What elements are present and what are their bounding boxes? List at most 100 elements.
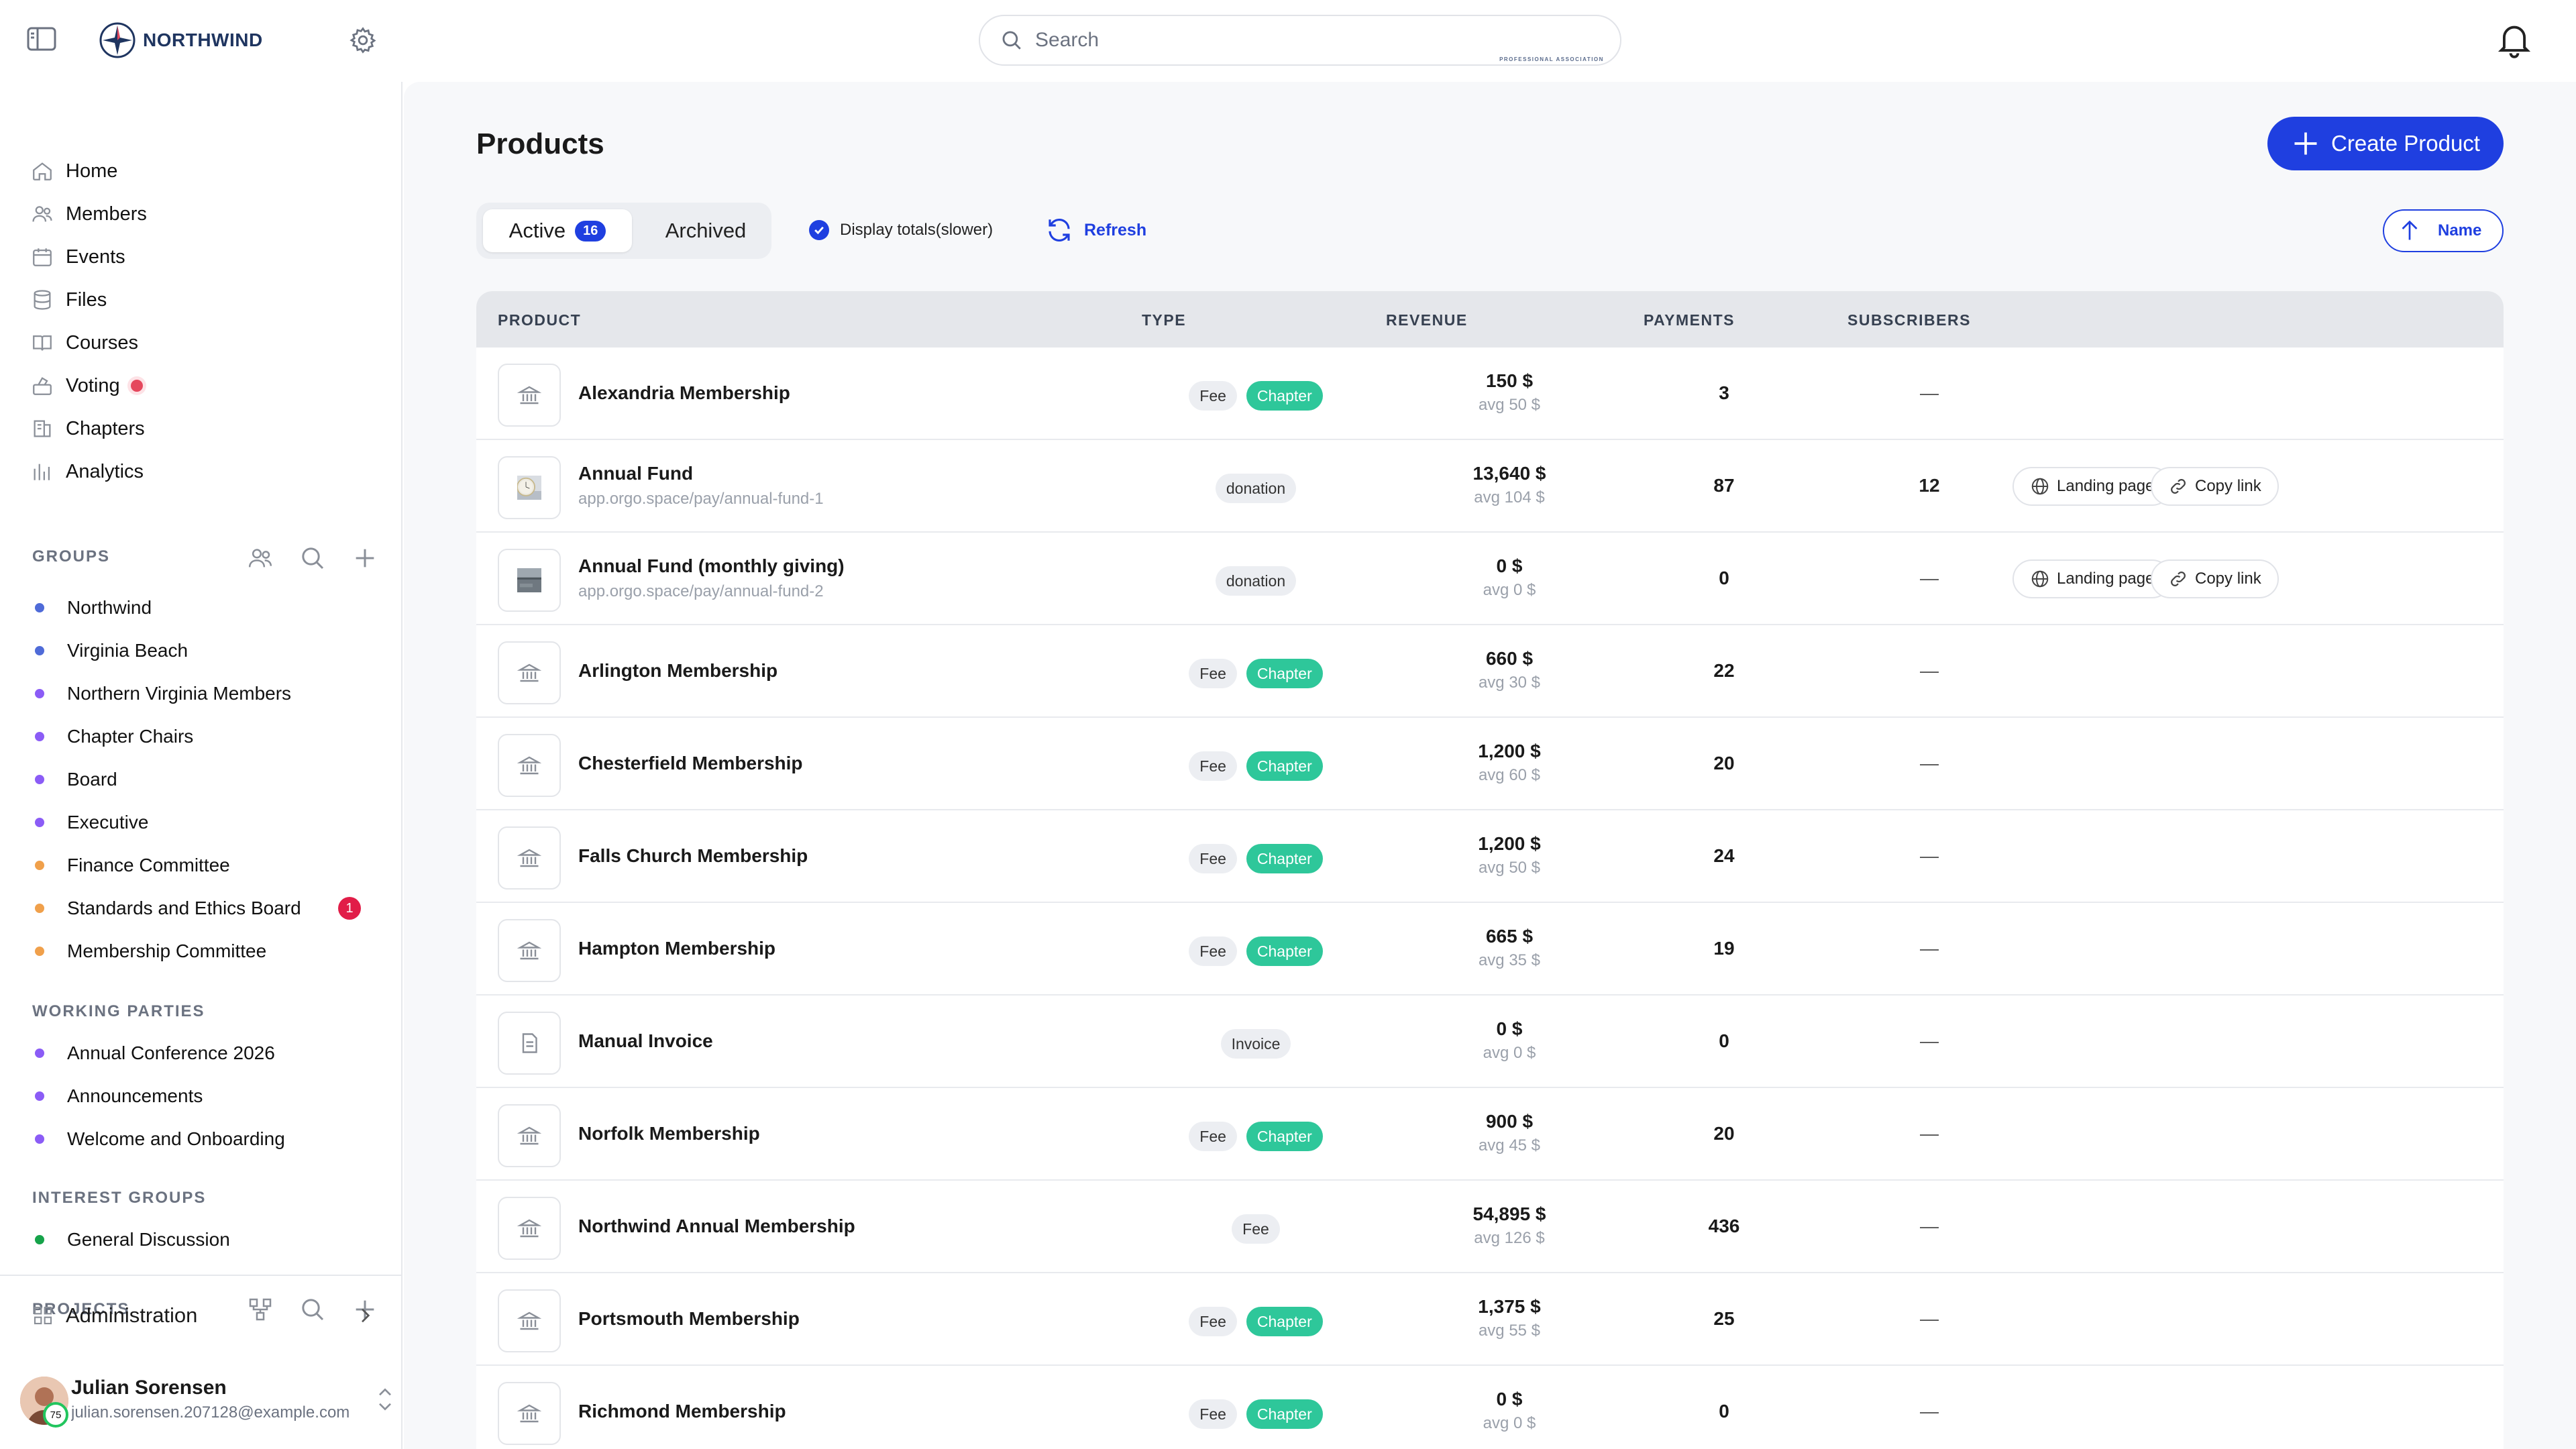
main-content: Products Create Product Active 16 Archiv… [404,82,2576,1449]
product-name[interactable]: Annual Fund [578,463,694,484]
sort-by-name-button[interactable]: Name [2383,209,2504,252]
landing-page-label: Landing page [2057,477,2155,495]
sidebar-group-item[interactable]: Standards and Ethics Board 1 [35,894,384,923]
product-name[interactable]: Portsmouth Membership [578,1308,800,1329]
product-thumbnail [498,364,561,427]
sidebar-group-item[interactable]: Annual Conference 2026 [35,1038,384,1068]
table-row[interactable]: Alexandria Membership Fee Chapter 150 $ avg … [476,347,2504,440]
table-row[interactable]: Northwind Annual Membership Fee 54,895 $ av… [476,1181,2504,1273]
nav-item-events[interactable]: Events [31,240,125,274]
product-name[interactable]: Northwind Annual Membership [578,1216,855,1236]
bank-icon [517,1311,541,1330]
sidebar-toggle-icon[interactable] [27,27,56,51]
product-thumbnail [498,826,561,890]
plus-icon[interactable] [352,545,378,572]
hierarchy-icon[interactable] [247,1296,274,1323]
revenue-cell: 13,640 $ avg 104 $ [1409,463,1610,507]
type-tags: Fee Chapter [1169,659,1343,688]
bell-icon[interactable] [2497,21,2532,59]
refresh-button[interactable]: Refresh [1045,216,1146,244]
nav-item-home[interactable]: Home [31,154,117,188]
sidebar-group-item[interactable]: Announcements [35,1081,384,1111]
group-color-dot [35,646,44,655]
chevron-updown-icon[interactable] [374,1383,396,1415]
sidebar-group-item[interactable]: Virginia Beach [35,636,384,665]
table-row[interactable]: Norfolk Membership Fee Chapter 900 $ avg 45 … [476,1088,2504,1181]
sidebar-group-item[interactable]: Executive [35,808,384,837]
col-payments[interactable]: PAYMENTS [1644,311,1735,329]
search-input[interactable] [1035,29,1572,52]
nav-item-chapters[interactable]: Chapters [31,412,145,445]
table-row[interactable]: Manual Invoice Invoice 0 $ avg 0 $ 0 — [476,996,2504,1088]
product-url[interactable]: app.orgo.space/pay/annual-fund-1 [578,490,824,508]
brand-logo[interactable]: NORTHWIND PROFESSIONAL ASSOCIATION [99,21,1603,62]
subscribers-count: — [1920,1030,1939,1051]
product-name[interactable]: Manual Invoice [578,1030,713,1051]
table-row[interactable]: Portsmouth Membership Fee Chapter 1,375 $ av… [476,1273,2504,1366]
group-members-icon[interactable] [247,545,274,572]
copy-link-button[interactable]: Copy link [2151,559,2279,598]
type-tag: Chapter [1246,659,1323,688]
table-row[interactable]: Annual Fund app.orgo.space/pay/annual-fun… [476,440,2504,533]
sidebar-group-item[interactable]: Membership Committee [35,936,384,966]
nav-item-voting[interactable]: Voting [31,369,143,402]
sidebar-group-item[interactable]: Northern Virginia Members [35,679,384,708]
col-subscribers[interactable]: SUBSCRIBERS [1847,311,1971,329]
search-icon[interactable] [299,1296,326,1323]
revenue-average: avg 0 $ [1483,581,1536,599]
payments-count: 0 [1719,1401,1729,1421]
database-icon [34,290,51,310]
table-row[interactable]: Arlington Membership Fee Chapter 660 $ avg 3… [476,625,2504,718]
gear-icon[interactable] [348,25,378,55]
revenue-amount: 13,640 $ [1472,463,1546,484]
col-revenue[interactable]: REVENUE [1386,311,1468,329]
landing-page-button[interactable]: Landing page [2012,559,2172,598]
nav-item-courses[interactable]: Courses [31,326,138,360]
table-row[interactable]: Falls Church Membership Fee Chapter 1,200 $… [476,810,2504,903]
col-type[interactable]: TYPE [1142,311,1187,329]
product-name[interactable]: Falls Church Membership [578,845,808,866]
table-row[interactable]: Annual Fund (monthly giving) app.orgo.spa… [476,533,2504,625]
col-product[interactable]: PRODUCT [498,311,582,329]
landing-page-button[interactable]: Landing page [2012,467,2172,506]
table-row[interactable]: Chesterfield Membership Fee Chapter 1,200 $… [476,718,2504,810]
nav-item-members[interactable]: Members [31,197,147,231]
sidebar-group-item[interactable]: General Discussion [35,1225,384,1254]
payments-count: 0 [1719,568,1729,588]
revenue-cell: 665 $ avg 35 $ [1409,926,1610,970]
copy-link-button[interactable]: Copy link [2151,467,2279,506]
administration-item[interactable]: Administration [0,1275,402,1355]
nav-item-files[interactable]: Files [31,283,107,317]
product-name[interactable]: Arlington Membership [578,660,778,681]
sidebar-group-item[interactable]: Chapter Chairs [35,722,384,751]
create-product-button[interactable]: Create Product [2267,117,2504,170]
search-bar[interactable] [979,15,1621,66]
product-name[interactable]: Alexandria Membership [578,382,790,403]
search-icon[interactable] [299,545,326,572]
sidebar-group-item[interactable]: Board [35,765,384,794]
product-name[interactable]: Norfolk Membership [578,1123,760,1144]
type-tag: Chapter [1246,751,1323,781]
sidebar-group-item[interactable]: Welcome and Onboarding [35,1124,384,1154]
product-url[interactable]: app.orgo.space/pay/annual-fund-2 [578,582,824,600]
display-totals-checkbox[interactable]: Display totals(slower) [809,220,993,240]
table-row[interactable]: Hampton Membership Fee Chapter 665 $ avg 35 … [476,903,2504,996]
product-name[interactable]: Hampton Membership [578,938,776,959]
product-name[interactable]: Chesterfield Membership [578,753,803,773]
type-tags: donation [1169,474,1343,503]
type-tags: Fee Chapter [1169,844,1343,873]
sidebar-group-item[interactable]: Finance Committee [35,851,384,880]
subscribers-count: — [1920,938,1939,959]
product-name[interactable]: Richmond Membership [578,1401,786,1421]
tab-active[interactable]: Active 16 [483,209,632,252]
sidebar-group-item[interactable]: Northwind [35,593,384,623]
payments-count: 20 [1713,1123,1735,1144]
table-row[interactable]: Richmond Membership Fee Chapter 0 $ avg 0 $0… [476,1366,2504,1449]
product-name[interactable]: Annual Fund (monthly giving) [578,555,845,576]
plus-icon[interactable] [352,1296,378,1323]
revenue-cell: 0 $ avg 0 $ [1409,1389,1610,1433]
payments-count: 19 [1713,938,1735,959]
nav-item-analytics[interactable]: Analytics [31,455,144,488]
user-account[interactable]: 75 Julian Sorensen julian.sorensen.20712… [20,1356,396,1437]
tab-archived[interactable]: Archived [665,219,747,242]
